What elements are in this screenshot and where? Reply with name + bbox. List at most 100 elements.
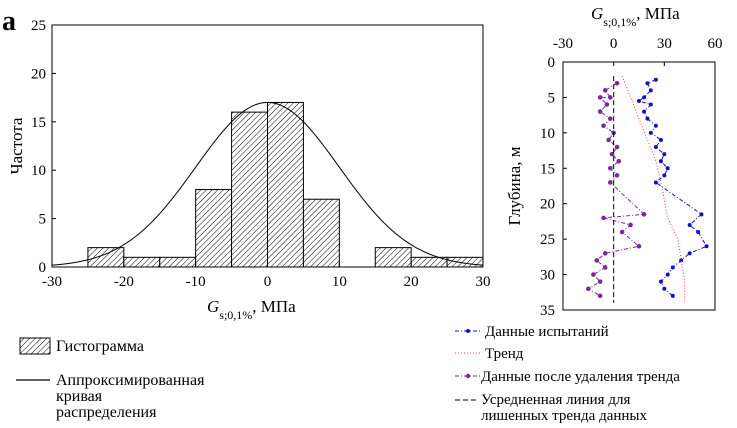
depth-x-axis-title-unit: , МПа	[636, 4, 680, 23]
legend-histogram-swatch	[19, 337, 51, 355]
legend-curve-label-line3: распределения	[56, 404, 157, 421]
fitted-curve-line	[51, 101, 484, 266]
histogram-x-tick-label: 10	[332, 274, 347, 290]
depth-series-test-data-line	[637, 79, 708, 297]
depth-y-tick-label: 0	[548, 55, 556, 71]
histogram-x-tick-label: -30	[42, 274, 62, 290]
depth-series-trend-line	[621, 75, 686, 303]
x-axis-title-subscript: s;0,1%	[219, 308, 252, 322]
depth-x-ticks: -30 0 30 60	[553, 36, 723, 66]
depth-series-detrended-point	[604, 102, 610, 107]
depth-y-tick-label: 15	[540, 161, 555, 177]
legend-mean-line-label-line2: лишенных тренда данных	[481, 408, 647, 424]
histogram-bar-3	[195, 189, 233, 268]
depth-y-axis-title: Глубина, м	[505, 146, 524, 225]
depth-series-test-data-point	[653, 77, 658, 82]
depth-series-test-data-point	[662, 152, 667, 157]
depth-series-test-data-point	[696, 230, 701, 235]
depth-series	[586, 75, 709, 303]
legend-left: Гистограмма Аппроксимированная кривая ра…	[16, 337, 205, 421]
depth-series-detrended-point	[594, 258, 600, 263]
histogram-plot: -30 -20 -10 0 10 20 30 0 5 10 15 20 25	[31, 18, 491, 290]
depth-series-detrended-point	[607, 180, 613, 185]
histogram-bar-8	[374, 247, 412, 268]
depth-series-detrended-point	[602, 265, 608, 270]
histogram-bar-10	[446, 256, 484, 268]
depth-series-test-data-point	[637, 98, 641, 103]
histogram-x-ticks: -30 -20 -10 0 10 20 30	[42, 263, 491, 290]
depth-series-test-data-point	[662, 173, 667, 178]
depth-series-detrended-point	[602, 88, 608, 93]
depth-series-test-data-point	[662, 286, 667, 291]
depth-series-detrended-point	[601, 123, 606, 129]
histogram-y-axis-title: Частота	[7, 117, 26, 174]
depth-profile-plot: -30 0 30 60 0 5 10 15 20 25 30 35	[540, 36, 723, 319]
depth-y-tick-label: 5	[548, 90, 556, 106]
panel-label: a	[2, 6, 16, 37]
depth-series-test-data-point	[653, 145, 658, 150]
depth-x-tick-label: 0	[610, 36, 618, 52]
depth-plot-frame	[562, 61, 716, 311]
depth-series-test-data-point	[658, 159, 663, 164]
depth-series-test-data-point	[687, 251, 692, 256]
depth-series-test-data-point	[658, 279, 663, 284]
histogram-bar-4	[231, 111, 268, 268]
depth-series-detrended-point	[591, 272, 596, 277]
histogram-bar-0	[87, 247, 125, 268]
histogram-y-tick-label: 25	[31, 18, 46, 34]
depth-series-test-data-point	[653, 180, 658, 185]
depth-series-test-data-point	[665, 272, 670, 277]
depth-series-test-data-point	[642, 109, 647, 114]
histogram-x-tick-label: 20	[404, 274, 419, 290]
depth-series-test-data-point	[648, 130, 653, 135]
histogram-x-tick-label: -10	[186, 274, 206, 290]
depth-series-test-data-point	[699, 212, 704, 217]
histogram-y-tick-label: 15	[31, 115, 46, 131]
depth-series-detrended-point	[628, 222, 633, 228]
depth-series-detrended-point	[614, 173, 620, 178]
histogram-bars	[87, 101, 484, 268]
depth-series-detrended-point	[607, 116, 613, 121]
legend-mean-line-label-line1: Усредненная линия для	[481, 392, 630, 408]
legend-test-data-label: Данные испытаний	[485, 324, 609, 340]
depth-y-tick-label: 35	[540, 303, 555, 319]
histogram-bar-2	[159, 256, 197, 268]
legend-detrended-marker	[465, 373, 471, 379]
depth-series-detrended-point	[619, 229, 625, 235]
legend-test-data-marker	[466, 329, 470, 333]
histogram-y-ticks: 0 5 10 15 20 25	[31, 18, 56, 276]
histogram-bar-6	[302, 198, 340, 268]
depth-series-detrended-point	[602, 251, 608, 256]
histogram-y-tick-label: 20	[31, 66, 46, 82]
depth-series-test-data-point	[658, 137, 663, 142]
depth-series-detrended-point	[609, 151, 615, 157]
depth-series-test-data-point	[648, 88, 653, 93]
depth-series-test-data-point	[679, 258, 684, 263]
legend-curve-label-line1: Аппроксимированная	[56, 372, 205, 389]
depth-series-detrended-point	[606, 137, 611, 143]
depth-y-tick-label: 10	[540, 126, 555, 142]
depth-series-test-data-point	[653, 123, 658, 128]
depth-series-detrended-point	[614, 144, 620, 150]
depth-series-detrended-point	[597, 109, 603, 114]
depth-series-test-data-point	[670, 293, 675, 298]
depth-series-detrended-point	[597, 95, 603, 100]
depth-series-test-data-point	[670, 265, 675, 270]
depth-series-test-data-point	[642, 95, 647, 100]
legend-detrended-label: Данные после удаления тренда	[481, 369, 680, 385]
depth-series-detrended-point	[607, 165, 613, 171]
legend-histogram-label: Гистограмма	[56, 338, 144, 355]
histogram-y-tick-label: 5	[39, 212, 47, 228]
depth-x-tick-label: 30	[657, 36, 672, 52]
histogram-x-tick-label: -20	[114, 274, 134, 290]
legend-trend-label: Тренд	[485, 346, 524, 362]
x-axis-title-main: G	[207, 297, 219, 316]
depth-series-detrended-point	[636, 243, 642, 249]
depth-series-detrended-point	[597, 293, 603, 299]
depth-series-test-data-point	[687, 222, 692, 227]
depth-x-axis-title: Gs;0,1%, МПа	[591, 4, 680, 29]
depth-y-tick-label: 25	[540, 232, 555, 248]
depth-series-detrended-point	[586, 286, 591, 292]
histogram-x-tick-label: 30	[476, 274, 491, 290]
